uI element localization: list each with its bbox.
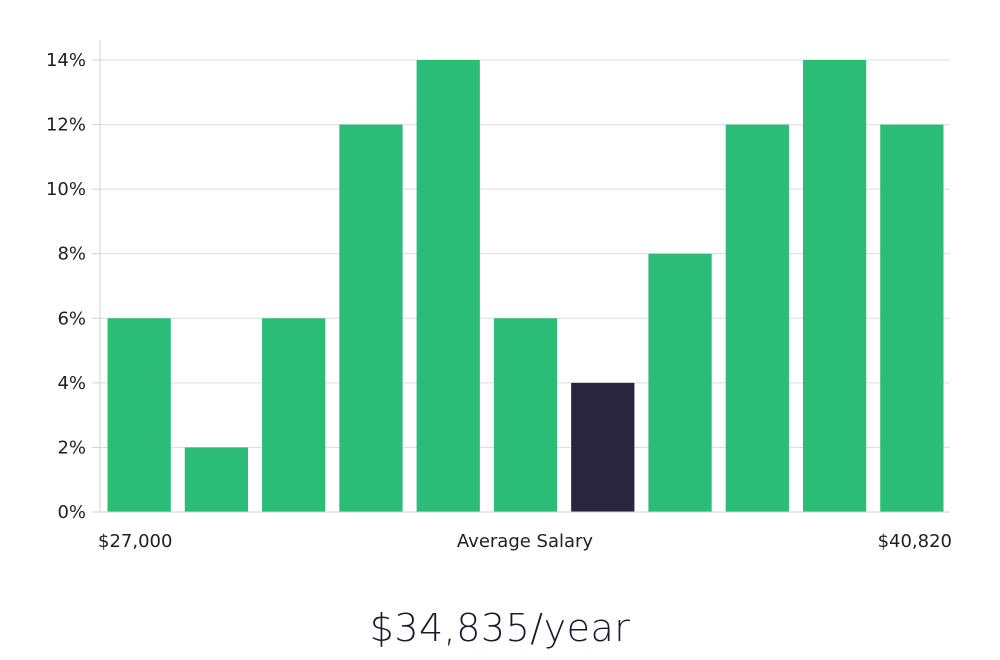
y-tick-label: 10% [46,179,86,200]
bar [493,318,558,512]
y-tick-label: 0% [57,502,86,523]
bar [416,60,480,512]
bar [648,253,712,512]
x-min-label: $27,000 [98,531,172,552]
bar [262,318,326,512]
y-tick-label: 6% [57,308,86,329]
bar [802,60,867,512]
salary-distribution-chart: 0% 2% 4% 6% 8% 10% 12% 14% $27,000 Average Sala… [46,40,952,552]
y-tick-label: 12% [46,115,86,136]
y-tick-label: 14% [46,50,86,71]
average-salary-value: $34,835/year [369,606,631,650]
bar [725,124,789,513]
bar-highlighted [571,382,635,512]
bar [880,124,944,513]
y-tick-label: 2% [57,437,86,458]
bars [107,60,944,513]
y-tick-label: 4% [57,373,86,394]
y-tick-label: 8% [57,244,86,265]
x-axis-title: Average Salary [457,531,594,552]
bar [107,318,171,512]
x-max-label: $40,820 [878,531,952,552]
bar [339,124,403,513]
bar [184,447,249,512]
y-axis-ticks: 0% 2% 4% 6% 8% 10% 12% 14% [46,50,100,523]
